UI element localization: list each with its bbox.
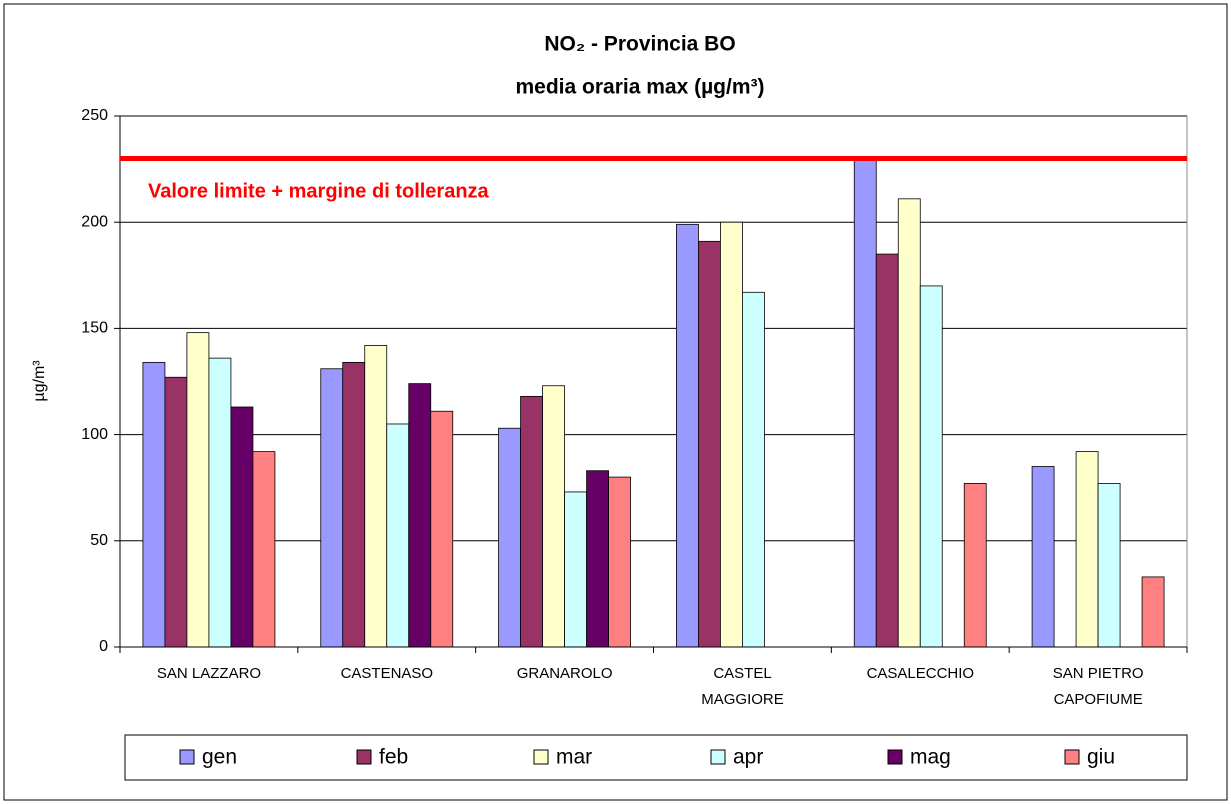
bar <box>498 427 521 648</box>
y-axis-label: µg/m³ <box>31 360 48 402</box>
y-tick-label: 0 <box>99 638 108 655</box>
bar <box>252 451 276 648</box>
bar <box>1075 451 1099 648</box>
x-tick-label: CASALECCHIO <box>866 665 975 682</box>
chart-title: NO₂ - Provincia BO <box>544 33 735 56</box>
y-tick-label: 250 <box>81 107 108 124</box>
bar <box>386 423 410 648</box>
bar <box>164 376 188 648</box>
bar <box>742 291 765 648</box>
bar <box>208 357 232 648</box>
bar <box>430 410 454 648</box>
bar <box>342 361 366 648</box>
bar <box>875 253 899 648</box>
bar <box>720 221 743 648</box>
y-tick-label: 200 <box>81 213 108 230</box>
bar <box>897 198 921 648</box>
legend-label: giu <box>1087 746 1115 769</box>
legend-label: apr <box>733 746 763 769</box>
legend-swatch <box>533 749 549 765</box>
x-tick-label: CASTEL MAGGIORE <box>701 665 784 708</box>
bar <box>1031 466 1055 648</box>
bar <box>698 240 721 648</box>
legend-box <box>124 734 1188 781</box>
legend-label: mar <box>556 746 592 769</box>
legend-swatch <box>1064 749 1080 765</box>
chart-subtitle: media oraria max (µg/m³) <box>515 76 764 99</box>
x-tick-label: CASTENASO <box>340 665 434 682</box>
bar <box>186 332 210 648</box>
bar <box>364 344 388 648</box>
bar <box>919 285 943 648</box>
legend-swatch <box>710 749 726 765</box>
legend-swatch <box>887 749 903 765</box>
legend-swatch <box>179 749 195 765</box>
y-tick-label: 150 <box>81 320 108 337</box>
y-tick-label: 50 <box>90 532 108 549</box>
y-tick-label: 100 <box>81 426 108 443</box>
threshold-label: Valore limite + margine di tolleranza <box>148 180 490 202</box>
bar <box>853 160 877 648</box>
bar <box>542 385 565 648</box>
legend-label: mag <box>910 746 951 769</box>
bar <box>676 223 699 648</box>
x-tick-label: SAN LAZZARO <box>156 665 262 682</box>
legend-label: gen <box>202 746 237 769</box>
bar <box>608 476 631 648</box>
bar <box>408 383 432 648</box>
bar <box>963 483 987 648</box>
bar <box>320 368 344 648</box>
bar <box>142 361 166 648</box>
bar <box>520 395 543 648</box>
legend-label: feb <box>379 746 408 769</box>
bar <box>564 491 587 648</box>
x-tick-label: SAN PIETRO CAPOFIUME <box>1052 665 1144 708</box>
bar <box>1141 576 1165 648</box>
bar <box>586 470 609 648</box>
bar <box>1097 483 1121 648</box>
legend-swatch <box>356 749 372 765</box>
x-tick-label: GRANAROLO <box>516 665 613 682</box>
bar <box>230 406 254 648</box>
